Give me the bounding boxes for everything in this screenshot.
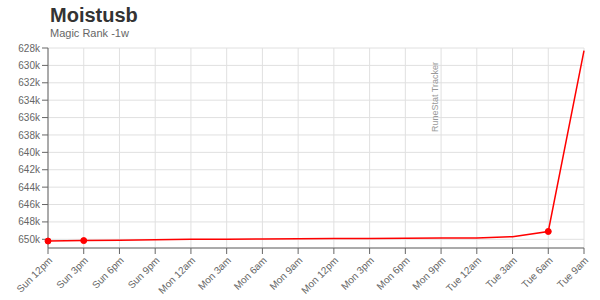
html-text:Moistusb: Moistusb xyxy=(50,4,138,26)
svg-text:648k: 648k xyxy=(18,216,41,227)
svg-text:Mon 3am: Mon 3am xyxy=(196,255,233,292)
svg-text:644k: 644k xyxy=(18,182,41,193)
svg-text:640k: 640k xyxy=(18,147,41,158)
svg-text:Mon 12pm: Mon 12pm xyxy=(299,255,340,296)
svg-text:Tue 6am: Tue 6am xyxy=(519,255,554,290)
svg-text:Mon 9pm: Mon 9pm xyxy=(410,255,447,292)
html-text:Magic Rank -1w: Magic Rank -1w xyxy=(50,27,129,39)
svg-text:Sun 12pm: Sun 12pm xyxy=(14,255,54,295)
svg-text:Mon 3pm: Mon 3pm xyxy=(339,255,376,292)
svg-text:Tue 3am: Tue 3am xyxy=(484,255,519,290)
svg-text:638k: 638k xyxy=(18,130,41,141)
svg-text:Mon 12am: Mon 12am xyxy=(156,255,197,296)
svg-text:642k: 642k xyxy=(18,164,41,175)
svg-text:Sun 6pm: Sun 6pm xyxy=(90,255,126,291)
svg-text:628k: 628k xyxy=(18,43,41,54)
svg-text:650k: 650k xyxy=(18,234,41,245)
svg-text:Tue 9am: Tue 9am xyxy=(555,255,590,290)
svg-text:Mon 6pm: Mon 6pm xyxy=(375,255,412,292)
svg-text:630k: 630k xyxy=(18,60,41,71)
svg-text:Tue 12am: Tue 12am xyxy=(444,255,483,294)
svg-text:636k: 636k xyxy=(18,112,41,123)
svg-text:632k: 632k xyxy=(18,77,41,88)
html-text:RuneStat Tracker: RuneStat Tracker xyxy=(430,62,440,132)
svg-text:Mon 6am: Mon 6am xyxy=(232,255,269,292)
svg-text:Mon 9am: Mon 9am xyxy=(267,255,304,292)
svg-text:646k: 646k xyxy=(18,199,41,210)
svg-text:Sun 9pm: Sun 9pm xyxy=(126,255,162,291)
svg-text:634k: 634k xyxy=(18,95,41,106)
svg-text:Sun 3pm: Sun 3pm xyxy=(54,255,90,291)
